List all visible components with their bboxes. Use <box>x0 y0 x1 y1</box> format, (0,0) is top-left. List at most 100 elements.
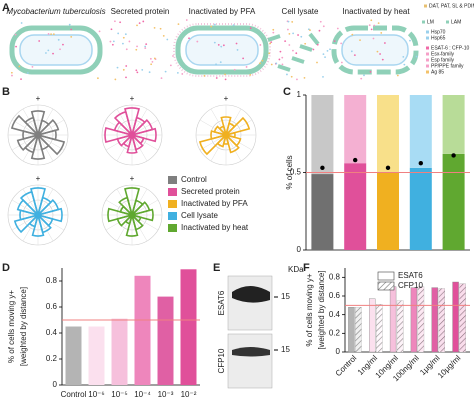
protein-dot <box>360 77 363 80</box>
protein-dot <box>384 42 386 44</box>
protein-dot <box>319 20 322 23</box>
protein-dot <box>259 62 261 65</box>
protein-dot <box>249 27 252 30</box>
protein-dot <box>324 56 326 59</box>
protein-dot <box>269 42 272 45</box>
protein-dot <box>220 45 223 48</box>
y-tick-label: 0.4 <box>46 328 58 337</box>
protein-dot <box>270 41 273 44</box>
protein-dot <box>196 40 199 43</box>
legend-swatch <box>426 58 429 62</box>
bar-segment <box>409 167 432 250</box>
legend-label: CFP10 <box>398 281 423 290</box>
y-tick-label: 0.8 <box>46 276 58 285</box>
protein-dot <box>370 19 373 22</box>
protein-dot <box>300 35 303 38</box>
x-tick-label: Control <box>334 353 359 378</box>
unit-label: KDa <box>288 265 304 274</box>
protein-dot <box>122 36 125 39</box>
protein-dot <box>70 35 73 38</box>
y-tick-label: 1 <box>297 90 302 99</box>
protein-dot <box>114 20 116 23</box>
bar <box>348 307 355 353</box>
protein-dot <box>124 33 127 36</box>
mean-point <box>385 165 391 171</box>
rose-sector <box>31 211 45 237</box>
y-axis-label: [weighted by distance] <box>317 270 326 349</box>
rose-sector <box>30 131 46 160</box>
protein-dot <box>153 57 156 60</box>
bar-segment <box>344 95 367 164</box>
protein-dot <box>261 59 264 62</box>
bar <box>410 287 418 353</box>
protein-dot <box>290 75 293 78</box>
protein-dot <box>159 27 162 30</box>
protein-dot <box>224 78 227 81</box>
rose-sector <box>24 116 40 138</box>
protein-dot <box>415 55 418 58</box>
protein-dot <box>166 38 169 41</box>
panel-letter: F <box>303 262 310 274</box>
protein-dot <box>235 42 238 45</box>
protein-dot <box>176 71 179 74</box>
size-marker: 15 <box>281 345 290 354</box>
protein-dot <box>26 72 29 74</box>
bar <box>134 275 151 385</box>
protein-dot <box>144 45 147 48</box>
rose-sector <box>126 131 138 154</box>
x-tick-label: 10⁻⁵ <box>111 390 127 399</box>
rose-marker: + <box>36 94 41 103</box>
legend-swatch <box>168 200 177 208</box>
mean-point <box>418 161 423 166</box>
rose-sector <box>128 127 157 143</box>
legend-swatch <box>424 4 427 8</box>
y-tick-label: 0.6 <box>329 291 341 300</box>
bar-segment <box>311 95 334 175</box>
protein-dot <box>396 74 399 77</box>
bar-segment <box>377 172 399 250</box>
protein-dot <box>20 78 22 81</box>
rose-sector <box>104 127 136 143</box>
protein-dot <box>402 55 405 58</box>
rose-marker: + <box>224 94 229 103</box>
protein-dot <box>304 42 307 45</box>
legend-label: Hsp70 <box>431 29 446 35</box>
panel-letter: B <box>2 86 10 98</box>
protein-dot <box>312 48 315 51</box>
bar-segment <box>344 163 367 250</box>
protein-dot <box>128 40 131 43</box>
protein-dot <box>125 65 128 67</box>
bar <box>431 287 438 353</box>
legend-swatch <box>426 52 429 56</box>
panel-a-label: Secreted protein <box>111 7 170 16</box>
legend-swatch <box>426 64 429 68</box>
protein-dot <box>336 27 339 30</box>
protein-dot <box>70 28 73 31</box>
protein-dot <box>296 78 298 81</box>
x-tick-label: Control <box>61 390 87 399</box>
protein-dot <box>316 43 319 46</box>
rose-sector <box>13 213 41 234</box>
protein-dot <box>151 60 154 63</box>
protein-dot <box>363 74 365 77</box>
protein-dot <box>98 30 101 33</box>
legend-swatch <box>377 271 395 281</box>
legend-swatch <box>426 36 429 40</box>
protein-dot <box>136 24 138 27</box>
protein-dot <box>188 37 190 40</box>
protein-dot <box>50 33 52 36</box>
bar <box>452 281 459 353</box>
rose-sector <box>34 207 63 223</box>
panel-a-illustration <box>9 19 419 81</box>
protein-dot <box>295 52 298 55</box>
y-tick-label: 0.4 <box>329 310 341 319</box>
protein-dot <box>215 77 218 79</box>
bar <box>180 269 197 385</box>
protein-dot <box>181 73 184 75</box>
bar <box>65 326 82 385</box>
rose-sector <box>128 208 154 222</box>
rose-sector <box>124 187 140 219</box>
legend-label: DAT, PAT, SL & PDIM <box>429 3 474 9</box>
protein-dot <box>377 22 380 25</box>
